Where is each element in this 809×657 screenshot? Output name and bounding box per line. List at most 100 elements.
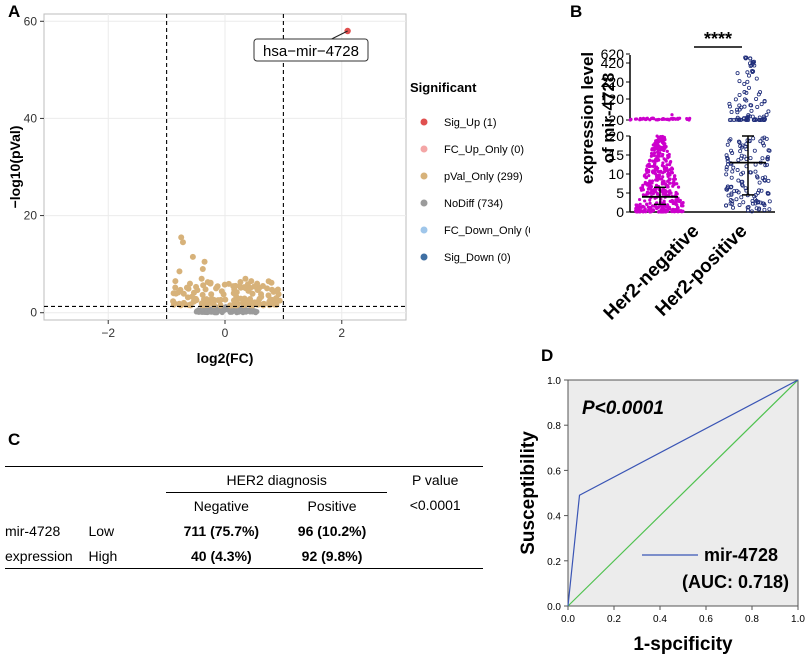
her2-positive-point [760, 136, 765, 141]
her2-positive-point [753, 117, 758, 122]
her2-positive-point [764, 112, 769, 117]
her2-positive-point [758, 117, 763, 122]
her2-positive-point [745, 79, 750, 84]
pval-only-point [222, 296, 229, 303]
her2-negative-point [656, 206, 660, 210]
her2-positive-point [748, 56, 753, 61]
pval-only-point [179, 239, 186, 246]
pval-only-point [254, 280, 261, 287]
her2-negative-point [669, 191, 673, 195]
her2-negative-point [643, 182, 647, 186]
lower-tick-label: 10 [608, 166, 624, 182]
her2-negative-point [664, 205, 668, 209]
her2-positive-point [745, 117, 750, 122]
roc-y-tick-label: 0.8 [547, 421, 561, 432]
her2-positive-point [749, 108, 754, 113]
her2-negative-point [638, 202, 642, 206]
upper-tick-label: 620 [601, 46, 625, 62]
pval-only-point [199, 266, 206, 272]
volcano-grid [44, 14, 406, 320]
row-label-mir-4728: mir-4728 [5, 522, 61, 539]
her2-negative-point [649, 151, 654, 156]
her2-positive-point [746, 73, 751, 78]
volcano-plot: −2 0 2 0 20 40 60 hsa−mir−4728 log2(FC) −log1… [7, 13, 530, 366]
legend-label: Sig_Down (0) [444, 252, 511, 264]
expression-y-label-line1: expression level [578, 52, 597, 184]
her2-negative-point [640, 117, 645, 121]
legend-label: Sig_Up (1) [444, 117, 497, 129]
her2-positive-point [755, 200, 760, 205]
her2-positive-point [757, 117, 762, 122]
her2-negative-point [654, 140, 658, 145]
her2-positive-point [735, 115, 740, 120]
roc-x-tick-label: 0.0 [561, 614, 575, 625]
nodiff-point [252, 308, 258, 314]
her2-negative-point [658, 145, 662, 150]
her2-negative-point [660, 207, 664, 212]
her2-positive-point [737, 92, 742, 97]
table-bottom-rule [5, 568, 483, 569]
her2-negative-point [665, 169, 670, 173]
her2-positive-point [748, 156, 753, 161]
her2-negative-point [660, 117, 664, 121]
her2-negative-point [659, 135, 663, 139]
pval-only-point [251, 299, 258, 306]
her2-negative-point [673, 209, 677, 214]
pval-only-point [258, 293, 265, 300]
her2-positive-point [739, 145, 744, 150]
lower-tick-label: 20 [608, 128, 624, 144]
her2-positive-point [730, 201, 735, 206]
pval-only-point [230, 290, 237, 297]
her2-positive-point [767, 199, 772, 204]
her2-positive-point [742, 90, 747, 95]
pval-only-point [193, 283, 200, 290]
her2-negative-point [646, 170, 651, 174]
pval-only-point [200, 282, 207, 289]
pval-only-point [214, 283, 221, 290]
pval-only-point [170, 290, 177, 297]
legend-swatch [420, 199, 428, 207]
her2-negative-point [653, 162, 657, 166]
her2-positive-point [729, 191, 734, 196]
her2-negative-point [647, 173, 651, 178]
her2-positive-point [744, 90, 749, 95]
her2-positive-point [762, 207, 767, 212]
pval-only-point [266, 298, 273, 305]
panel-label-b: B [570, 2, 583, 21]
her2-positive-point [739, 195, 744, 200]
her2-negative-point [670, 113, 674, 117]
y-tick-label: 20 [24, 209, 38, 223]
panel-label-a: A [8, 2, 21, 21]
her2-negative-point [656, 173, 660, 178]
pval-only-points [170, 234, 283, 309]
her2-negative-point [644, 176, 648, 180]
her2-positive-point [749, 209, 754, 214]
her2-negative-point [668, 160, 672, 165]
pval-only-point [204, 301, 211, 308]
her2-negative-point [654, 167, 659, 172]
her2-negative-point [635, 209, 639, 214]
her2-negative-point [665, 163, 669, 167]
her2-negative-point [666, 153, 670, 158]
her2-negative-point [650, 179, 655, 183]
her2-positive-point [724, 167, 729, 172]
her2-positive-point [725, 142, 730, 147]
pval-only-point [170, 298, 177, 305]
roc-plot: 0.00.0 0.2 0.2 0.4 0.4 0.6 0.6 0.8 0.8 1.0 1.0 P<0… [518, 376, 805, 655]
her2-positive-point [731, 165, 736, 170]
her2-negative-point [652, 143, 656, 147]
her2-negative-point [657, 154, 661, 158]
her2-positive-point [754, 96, 759, 101]
her2-negative-point [661, 192, 665, 196]
roc-y-tick-label: 0.2 [547, 557, 561, 568]
her2-negative-point [673, 202, 678, 206]
her2-positive-point [752, 63, 757, 68]
nodiff-point [242, 307, 248, 314]
pval-only-point [189, 293, 196, 300]
her2-positive-point [758, 139, 763, 144]
her2-positive-point [745, 70, 750, 75]
her2-negative-point [668, 207, 672, 211]
her2-positive-point [739, 172, 744, 177]
her2-diagnosis-header: HER2 diagnosis [166, 467, 388, 493]
her2-negative-point [658, 148, 662, 152]
